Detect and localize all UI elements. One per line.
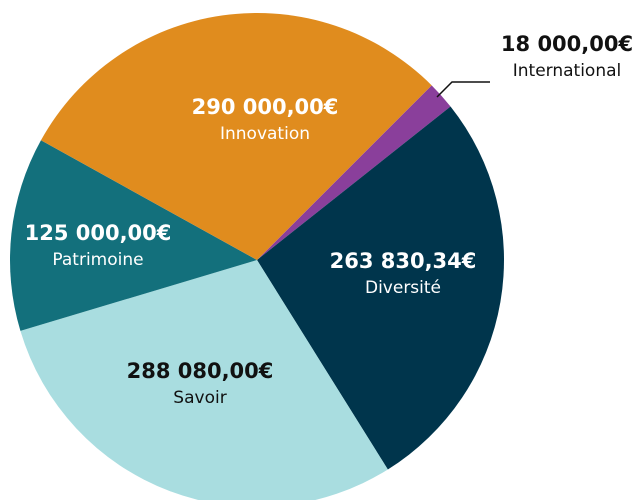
value-label: 288 080,00€ — [127, 359, 274, 383]
category-label: Innovation — [220, 124, 310, 144]
pie-slice — [10, 140, 258, 331]
value-label: 290 000,00€ — [192, 95, 339, 119]
category-label: Savoir — [173, 388, 226, 408]
pie-slice — [40, 12, 432, 260]
value-label: 263 830,34€ — [330, 249, 477, 273]
pie-slice — [257, 85, 451, 260]
value-label: 18 000,00€ — [501, 32, 633, 56]
category-label: Patrimoine — [52, 250, 143, 270]
value-label: 125 000,00€ — [25, 221, 172, 245]
category-label: Diversité — [365, 278, 441, 298]
leader-line — [436, 81, 490, 98]
category-label: International — [513, 61, 622, 81]
pie-slice — [257, 106, 504, 470]
pie-slice — [20, 260, 388, 500]
